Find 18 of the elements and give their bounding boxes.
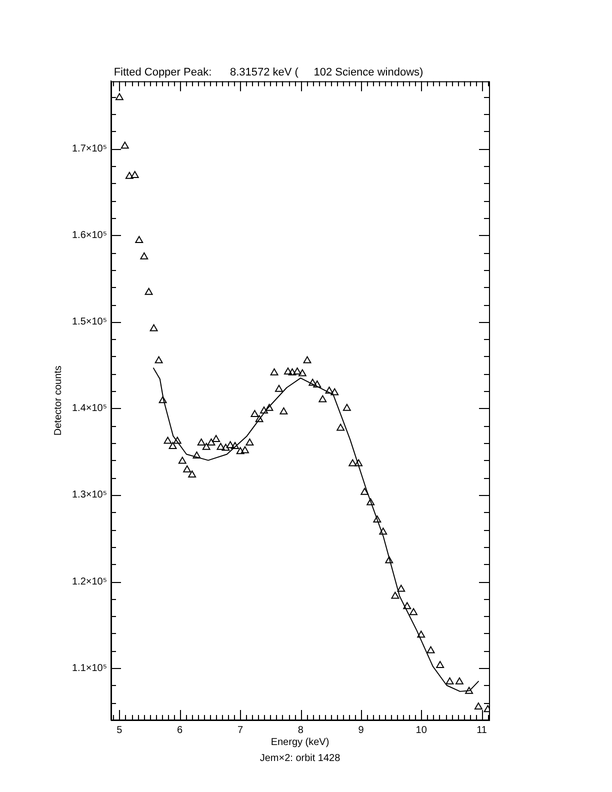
x-tick-label: 9 [358, 724, 364, 736]
x-tick-label: 6 [177, 724, 184, 736]
y-tick-label: 1.6×10⁵ [72, 230, 107, 242]
y-tick-label: 1.3×10⁵ [72, 490, 107, 501]
x-axis-title: Energy (keV) [270, 736, 330, 748]
y-tick-label: 1.2×10⁵ [72, 576, 107, 588]
x-tick-label: 7 [237, 724, 244, 736]
text: Jem×2: orbit 1428 [260, 752, 341, 764]
y-tick-label: 1.7×10⁵ [72, 143, 107, 154]
x-tick-label: 5 [116, 724, 123, 736]
chart-title: Fitted Copper Peak: 8.31572 keV ( 102 Science windows) [114, 66, 424, 79]
x-tick-label: 8 [298, 724, 304, 736]
y-tick-label: 1.1×10⁵ [72, 662, 107, 674]
y-tick-label: 1.4×10⁵ [72, 403, 107, 414]
y-axis-title: Detector counts [52, 366, 64, 436]
y-tick-label: 1.5×10⁵ [72, 316, 107, 328]
x-tick-label: 11 [476, 724, 488, 736]
x-tick-label: 10 [416, 724, 428, 736]
